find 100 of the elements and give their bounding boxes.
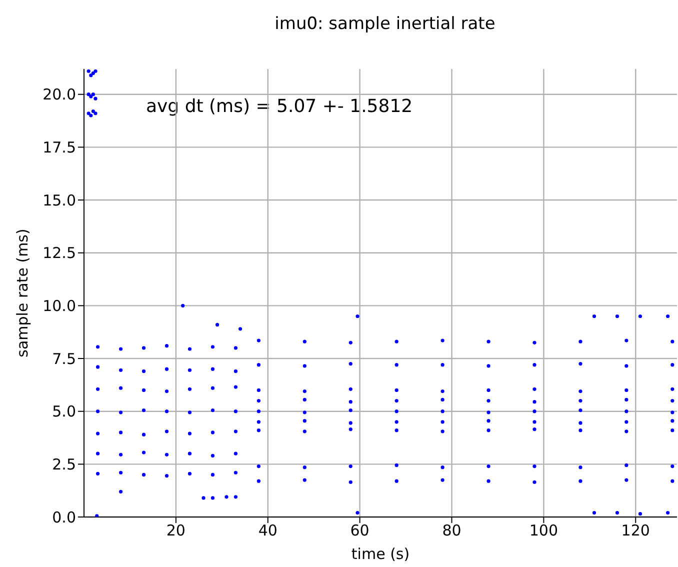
- point: [486, 410, 490, 414]
- point: [256, 428, 260, 432]
- point: [578, 389, 582, 394]
- point: [302, 398, 306, 402]
- point: [256, 420, 260, 424]
- point: [164, 452, 169, 456]
- point: [164, 474, 169, 478]
- point: [486, 388, 490, 392]
- point: [96, 387, 100, 391]
- point: [164, 410, 169, 414]
- point: [118, 490, 123, 494]
- point: [164, 389, 169, 394]
- point: [348, 408, 352, 412]
- point: [348, 428, 352, 432]
- point: [256, 338, 260, 342]
- point: [142, 369, 146, 373]
- point: [670, 363, 674, 367]
- point: [624, 398, 628, 402]
- point: [486, 464, 490, 468]
- point: [302, 340, 306, 344]
- point: [670, 410, 674, 414]
- point: [578, 340, 582, 344]
- point: [486, 364, 490, 368]
- point: [486, 479, 490, 483]
- point: [486, 428, 490, 432]
- point: [670, 387, 674, 391]
- point: [118, 368, 123, 372]
- point: [670, 428, 674, 432]
- point: [89, 114, 93, 118]
- point: [592, 510, 596, 515]
- point: [394, 420, 398, 424]
- point: [234, 470, 238, 474]
- point: [624, 463, 628, 468]
- point: [532, 340, 536, 344]
- point: [356, 510, 360, 515]
- point: [94, 112, 98, 116]
- point: [638, 314, 642, 318]
- point: [216, 322, 220, 326]
- point: [188, 347, 192, 351]
- point: [238, 327, 242, 331]
- point: [210, 430, 215, 434]
- point: [302, 364, 306, 368]
- point: [578, 408, 582, 412]
- point: [234, 495, 238, 499]
- point: [188, 368, 192, 372]
- point: [118, 410, 123, 414]
- point: [532, 363, 536, 367]
- point: [234, 452, 238, 456]
- point: [532, 387, 536, 391]
- point: [164, 344, 169, 348]
- point: [142, 388, 146, 392]
- y-tick-label: 17.5: [42, 138, 76, 157]
- point: [486, 419, 490, 423]
- point: [532, 400, 536, 404]
- point: [592, 314, 596, 318]
- point: [532, 420, 536, 424]
- point: [142, 346, 146, 350]
- point: [96, 345, 100, 349]
- x-tick-label: 100: [529, 522, 558, 540]
- point: [142, 472, 146, 477]
- point: [256, 479, 260, 483]
- point: [256, 388, 260, 392]
- point: [440, 389, 444, 394]
- point: [578, 479, 582, 483]
- point: [118, 347, 123, 351]
- point: [394, 363, 398, 367]
- point: [486, 398, 490, 403]
- point: [440, 478, 444, 482]
- point: [532, 410, 536, 414]
- point: [256, 464, 260, 468]
- point: [394, 388, 398, 392]
- point: [164, 430, 169, 434]
- point: [394, 463, 398, 468]
- point: [348, 421, 352, 425]
- point: [234, 369, 238, 373]
- point: [615, 510, 620, 515]
- point: [624, 364, 628, 368]
- point: [615, 314, 620, 318]
- x-tick-label: 60: [350, 522, 370, 540]
- point: [532, 464, 536, 468]
- point: [440, 430, 444, 434]
- point: [440, 410, 444, 414]
- point: [394, 410, 398, 414]
- point: [348, 387, 352, 391]
- y-axis-title: sample rate (ms): [13, 228, 32, 358]
- point: [394, 479, 398, 483]
- x-axis-title: time (s): [351, 545, 410, 563]
- point: [532, 480, 536, 484]
- y-tick-label: 5.0: [52, 402, 76, 421]
- point: [210, 386, 215, 390]
- point: [164, 367, 169, 371]
- point: [96, 410, 100, 414]
- point: [624, 338, 628, 342]
- point: [302, 478, 306, 482]
- point: [142, 408, 146, 412]
- point: [91, 92, 95, 96]
- point: [118, 430, 123, 434]
- point: [224, 495, 228, 499]
- point: [302, 419, 306, 423]
- point: [94, 96, 98, 100]
